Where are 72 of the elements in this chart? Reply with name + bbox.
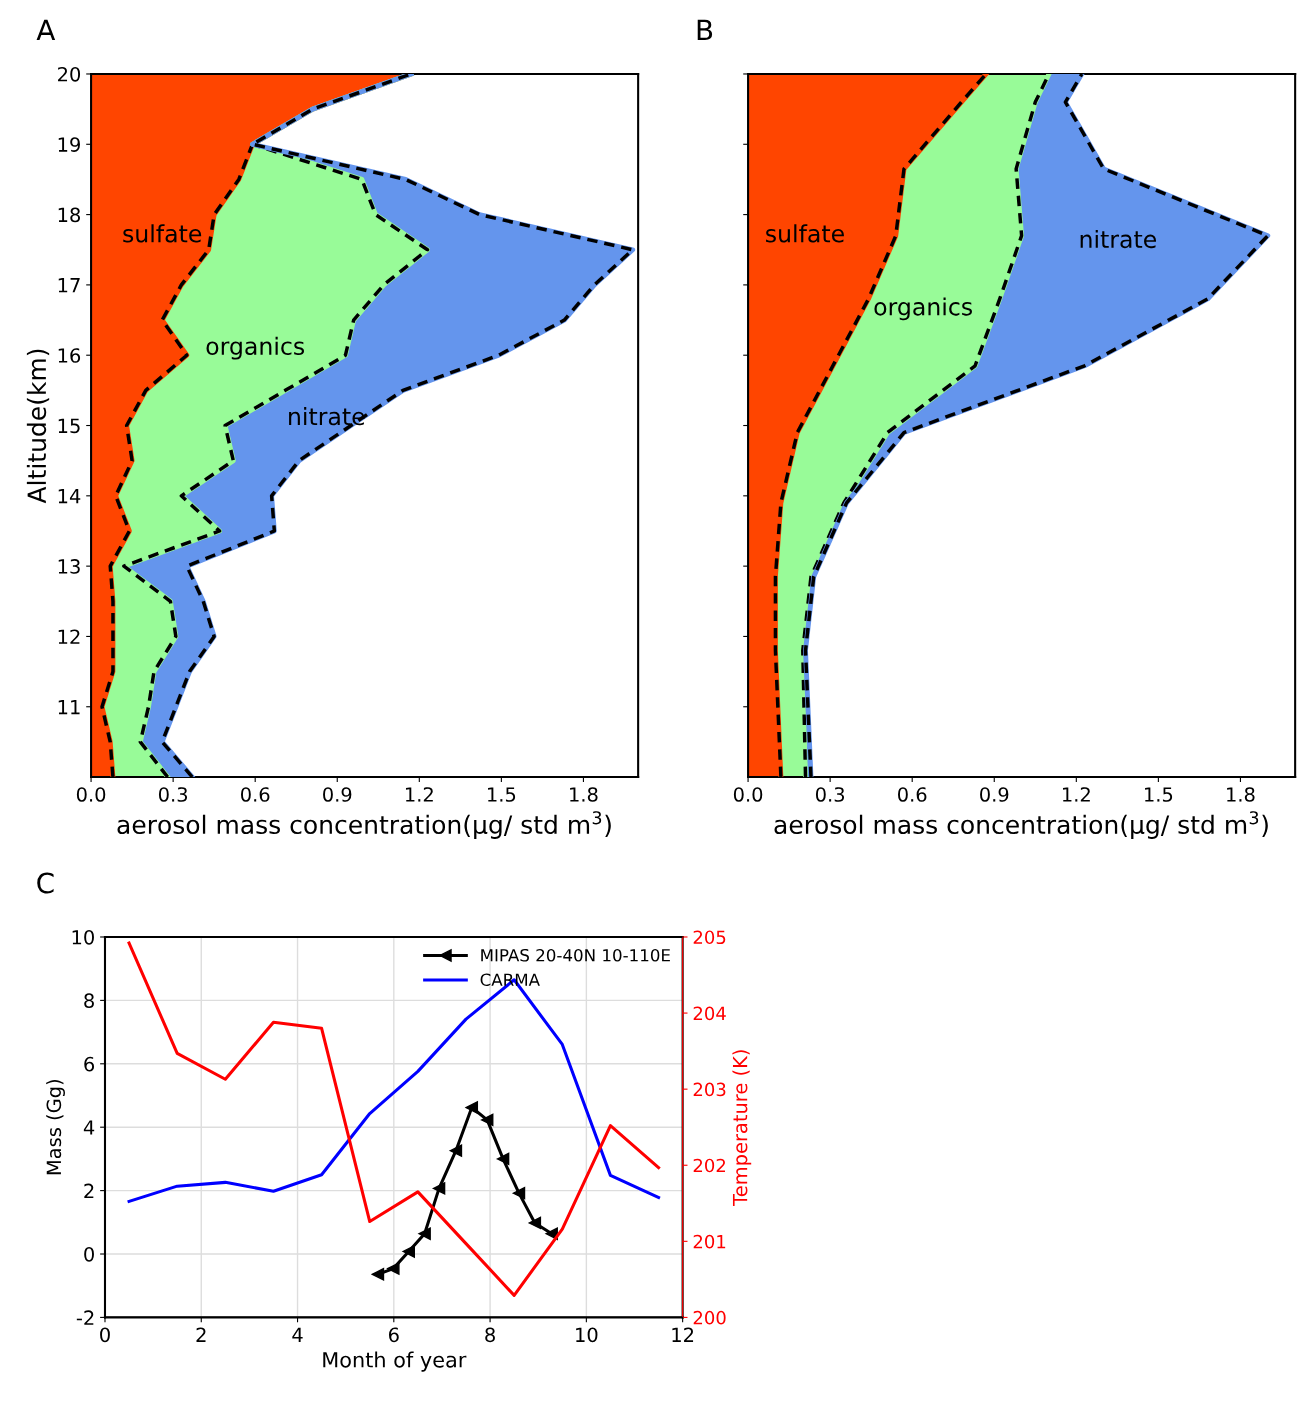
x-tick-label: 8	[485, 1327, 495, 1343]
y-tick-label: 0	[84, 1246, 94, 1262]
y2-tick-label: 200	[693, 1310, 726, 1325]
x-tick-label: 0.6	[898, 787, 927, 802]
x-tick-label: 2	[196, 1327, 206, 1342]
x-tick-label: 1.8	[1227, 787, 1255, 802]
y-tick-label: 2	[84, 1183, 94, 1198]
x-tick-label: 1.8	[570, 787, 598, 802]
x-tick-label: 10	[576, 1327, 598, 1343]
series-label: sulfate	[123, 224, 202, 243]
x-tick-label: 1.5	[488, 787, 516, 802]
x-tick-label: 0.3	[158, 787, 188, 802]
x-tick-label: 12	[672, 1327, 694, 1342]
y-tick-label: 17	[58, 278, 80, 293]
point	[480, 1113, 494, 1127]
x-tick-label: 0.0	[76, 787, 106, 802]
series-label: organics	[874, 297, 972, 321]
y-tick-label: 10	[72, 929, 94, 945]
x-tick-label: 1.5	[1145, 787, 1173, 802]
y-tick-label: 19	[58, 137, 80, 152]
x-axis-title: aerosol mass concentration(μg/ std m$^{3}$)	[774, 811, 1268, 839]
chart-title: A	[36, 19, 56, 41]
y-axis-title: Altitude(km)	[26, 349, 50, 504]
y2-tick-label: 202	[693, 1158, 726, 1173]
x-tick-label: 6	[388, 1327, 399, 1343]
y-tick-label: 6	[84, 1056, 95, 1072]
point	[528, 1216, 542, 1230]
x-tick-label: 0.3	[815, 787, 845, 802]
legend-label: MIPAS 20-40N 10-110E	[481, 948, 670, 962]
y-tick-label: 20	[58, 66, 81, 82]
chart-title: C	[37, 872, 54, 894]
x-tick-label: 4	[292, 1327, 303, 1342]
y-tick-label: 15	[58, 418, 80, 434]
y-tick-label: 16	[58, 348, 81, 363]
y-tick-label: 8	[84, 993, 94, 1009]
series-label: sulfate	[766, 224, 844, 243]
y2-tick-label: 204	[693, 1006, 726, 1021]
y-tick-label: 14	[58, 489, 81, 504]
point	[387, 1262, 400, 1275]
y-tick-label: 11	[58, 699, 80, 715]
x-tick-label: 1.2	[1062, 787, 1090, 802]
chart-title: B	[697, 19, 713, 41]
point	[512, 1186, 526, 1200]
y-axis-title: Mass (Gg)	[46, 1080, 65, 1175]
x-tick-label: 0.6	[241, 787, 270, 802]
y-tick-label: 13	[58, 559, 80, 574]
series-label: nitrate	[1080, 229, 1157, 249]
x-tick-label: 1.2	[405, 787, 433, 802]
point	[449, 1144, 463, 1157]
x-tick-label: 0.9	[323, 787, 352, 802]
point	[496, 1152, 510, 1166]
x-axis-title: Month of year	[323, 1351, 467, 1372]
point	[432, 1182, 446, 1195]
series-label: organics	[206, 336, 305, 360]
x-tick-label: 0.9	[980, 787, 1009, 802]
y-tick-label: 18	[58, 207, 81, 223]
x-tick-label: 0	[100, 1327, 110, 1343]
x-axis-title: aerosol mass concentration(μg/ std m$^{3}$)	[117, 811, 611, 839]
point	[465, 1101, 479, 1114]
y2-tick-label: 201	[693, 1234, 726, 1249]
y2-tick-label: 203	[693, 1082, 726, 1097]
x-tick-label: 0.0	[733, 787, 763, 802]
point	[418, 1227, 431, 1240]
y2-tick-label: 205	[693, 930, 726, 945]
y-tick-label: 4	[83, 1120, 95, 1135]
legend-label: CARMA	[480, 973, 540, 987]
y2-axis-title: Temperature (K)	[732, 1050, 752, 1206]
series-label: nitrate	[289, 407, 365, 426]
point	[371, 1268, 385, 1281]
y-tick-label: -2	[76, 1310, 94, 1325]
point	[402, 1245, 415, 1258]
y-tick-label: 12	[58, 629, 80, 644]
